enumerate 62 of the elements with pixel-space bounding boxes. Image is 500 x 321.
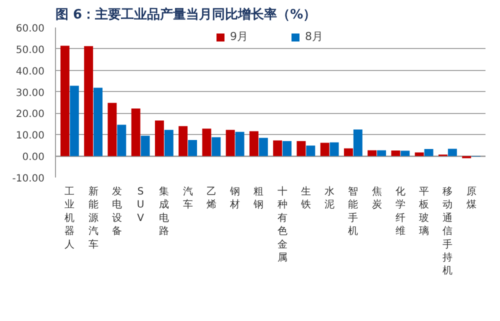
bar xyxy=(131,108,140,156)
bar xyxy=(448,148,457,156)
bar xyxy=(226,130,235,156)
x-tick-label: 钢材 xyxy=(229,186,240,211)
x-tick-label: 生铁 xyxy=(300,186,311,211)
bar xyxy=(108,102,117,156)
bar xyxy=(140,136,150,156)
y-tick-label: -10.00 xyxy=(12,174,45,184)
x-tick-label: 发电设备 xyxy=(112,186,122,238)
x-tick-label: 集成电路 xyxy=(159,186,170,238)
bar xyxy=(202,128,212,156)
x-tick-label: 平板玻璃 xyxy=(418,186,430,238)
x-tick-label: 移动通信手持机 xyxy=(442,186,453,277)
bar xyxy=(117,124,126,156)
x-tick-label: 粗钢 xyxy=(252,186,264,211)
bar xyxy=(330,142,339,156)
bar xyxy=(296,141,306,156)
bar xyxy=(400,150,410,156)
legend-label: 8月 xyxy=(305,29,324,44)
bar xyxy=(391,150,400,156)
bar xyxy=(282,141,292,156)
y-tick-label: 20.00 xyxy=(16,109,45,120)
x-tick-label: 汽车 xyxy=(182,186,193,211)
bar xyxy=(320,142,330,156)
chart-title: 图 6：主要工业品产量当月同比增长率（%） xyxy=(56,6,316,22)
bar xyxy=(424,149,434,156)
x-tick-label: 新能源汽车 xyxy=(88,186,98,250)
y-tick-label: 60.00 xyxy=(16,24,45,34)
bar xyxy=(258,138,268,156)
bar xyxy=(377,150,386,156)
y-tick-label: 10.00 xyxy=(16,130,45,142)
bar xyxy=(235,132,244,156)
bar xyxy=(70,86,79,156)
x-tick-label: 化学纤维 xyxy=(395,186,406,238)
x-tick-label: SUV xyxy=(136,186,144,224)
y-tick-label: 0.00 xyxy=(22,152,44,164)
x-tick-label: 焦炭 xyxy=(372,186,382,211)
bar xyxy=(414,152,424,156)
bar xyxy=(154,120,164,156)
y-tick-label: 50.00 xyxy=(16,44,45,56)
x-tick-label: 乙烯 xyxy=(206,186,216,211)
bar xyxy=(368,150,377,156)
bar xyxy=(94,88,103,156)
bar xyxy=(353,130,362,156)
bar xyxy=(84,46,94,156)
x-tick-label: 智能手机 xyxy=(348,186,358,238)
y-tick-label: 40.00 xyxy=(16,66,45,78)
bar xyxy=(344,148,353,156)
bar xyxy=(273,140,282,156)
bar xyxy=(60,46,70,156)
bar xyxy=(249,131,258,156)
bar xyxy=(188,140,198,156)
legend-label: 9月 xyxy=(230,29,249,44)
x-tick-label: 十种有色金属 xyxy=(277,186,288,264)
x-tick-label: 原煤 xyxy=(466,186,476,211)
x-tick-label: 水泥 xyxy=(324,186,335,211)
x-tick-label: 工业机器人 xyxy=(64,186,75,250)
y-tick-label: 30.00 xyxy=(16,88,45,99)
bar xyxy=(164,130,174,156)
bar xyxy=(306,146,316,156)
bar xyxy=(212,137,221,156)
bar xyxy=(178,126,188,156)
